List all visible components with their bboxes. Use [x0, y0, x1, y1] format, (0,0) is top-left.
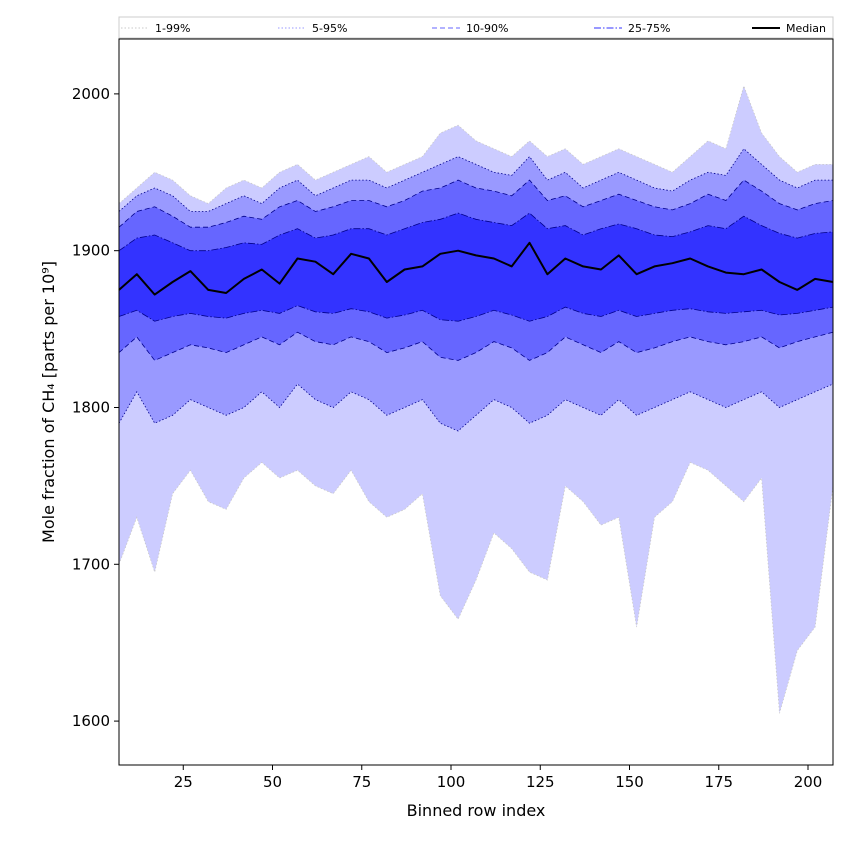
band-edge-upper-1-99%: [118, 84, 833, 205]
x-tick-label: 75: [352, 773, 371, 791]
band-25-75%: [119, 213, 833, 322]
band-edge-lower-1-99%: [118, 461, 834, 714]
legend-label-10-90%: 10-90%: [466, 22, 508, 35]
x-tick-label: 25: [174, 773, 193, 791]
median-layer: [118, 241, 834, 296]
median-line: [118, 241, 834, 296]
legend-label-5-95%: 5-95%: [312, 22, 347, 35]
legend-label-25-75%: 25-75%: [628, 22, 670, 35]
x-axis: 25 50 75 100 125 150 175 200: [174, 765, 823, 791]
band-edge-upper-10-90%: [118, 179, 834, 228]
y-axis: 1600 1700 1800 1900 2000: [72, 85, 119, 730]
legend: 1-99% 5-95% 10-90% 25-75% Median: [118, 16, 834, 39]
x-tick-label: 50: [263, 773, 282, 791]
bands-layer: [118, 84, 834, 714]
y-tick-label: 2000: [72, 85, 110, 103]
x-tick-label: 125: [526, 773, 555, 791]
y-tick-label: 1900: [72, 242, 110, 260]
x-tick-label: 150: [615, 773, 644, 791]
plot-frame: [118, 38, 834, 766]
y-tick-label: 1600: [72, 712, 110, 730]
x-tick-label: 200: [794, 773, 823, 791]
band-edge-lower-25-75%: [118, 305, 834, 322]
band-edge-lower-5-95%: [118, 383, 834, 432]
y-tick-label: 1700: [72, 555, 110, 573]
band-edge-upper-25-75%: [118, 212, 834, 252]
y-axis-title: Mole fraction of CH₄ [parts per 10⁹]: [39, 261, 58, 543]
y-tick-label: 1800: [72, 398, 110, 416]
plot-area: [118, 38, 834, 766]
x-tick-label: 175: [704, 773, 733, 791]
legend-box: [118, 16, 834, 39]
legend-label-1-99%: 1-99%: [155, 22, 190, 35]
legend-label-Median: Median: [786, 22, 826, 35]
band-edge-upper-5-95%: [118, 148, 833, 212]
x-tick-label: 100: [437, 773, 466, 791]
x-axis-title: Binned row index: [407, 801, 546, 820]
